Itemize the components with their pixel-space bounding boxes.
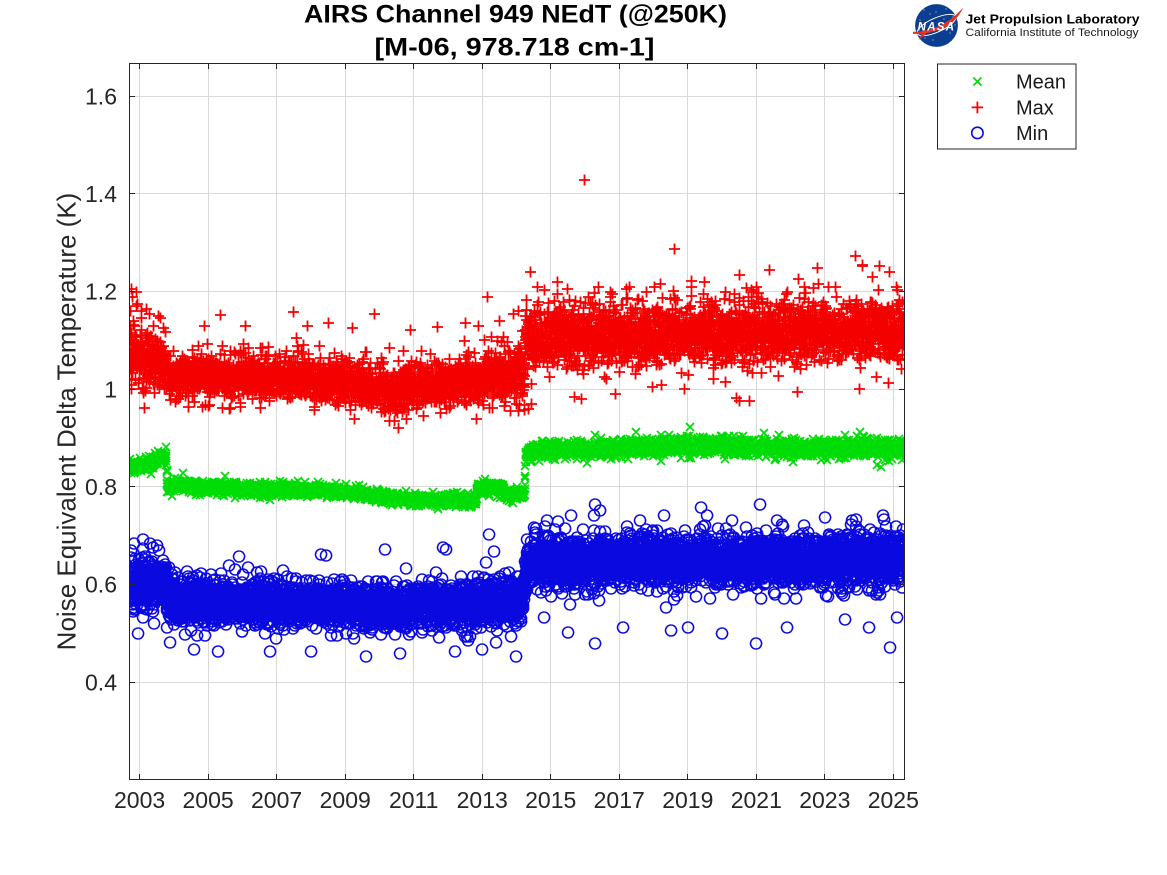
svg-text:1: 1 — [104, 376, 117, 402]
svg-text:Jet Propulsion Laboratory: Jet Propulsion Laboratory — [966, 12, 1141, 27]
svg-text:1.2: 1.2 — [85, 279, 117, 305]
svg-text:2021: 2021 — [731, 787, 782, 813]
svg-text:Min: Min — [1016, 123, 1048, 145]
svg-text:2023: 2023 — [799, 787, 850, 813]
svg-text:2005: 2005 — [183, 787, 234, 813]
svg-text:[M-06, 978.718 cm-1]: [M-06, 978.718 cm-1] — [375, 34, 655, 62]
svg-text:California Institute of Techno: California Institute of Technology — [966, 27, 1140, 39]
svg-text:0.8: 0.8 — [85, 474, 117, 500]
svg-text:0.6: 0.6 — [85, 572, 117, 598]
svg-text:2025: 2025 — [868, 787, 919, 813]
svg-text:Max: Max — [1016, 98, 1054, 120]
svg-text:2017: 2017 — [594, 787, 645, 813]
svg-text:2013: 2013 — [457, 787, 508, 813]
svg-text:2019: 2019 — [662, 787, 713, 813]
svg-text:2007: 2007 — [251, 787, 302, 813]
svg-text:NASA: NASA — [918, 21, 956, 33]
svg-text:1.4: 1.4 — [85, 181, 117, 207]
svg-text:Mean: Mean — [1016, 72, 1066, 94]
svg-text:AIRS Channel 949 NEdT (@250K): AIRS Channel 949 NEdT (@250K) — [304, 1, 727, 29]
svg-text:0.4: 0.4 — [85, 669, 117, 695]
svg-text:2011: 2011 — [389, 787, 438, 813]
svg-text:2015: 2015 — [525, 787, 576, 813]
svg-text:2003: 2003 — [114, 787, 165, 813]
svg-text:1.6: 1.6 — [85, 83, 117, 109]
svg-text:2009: 2009 — [320, 787, 371, 813]
svg-text:Noise Equivalent Delta Tempera: Noise Equivalent Delta Temperature (K) — [52, 193, 82, 651]
